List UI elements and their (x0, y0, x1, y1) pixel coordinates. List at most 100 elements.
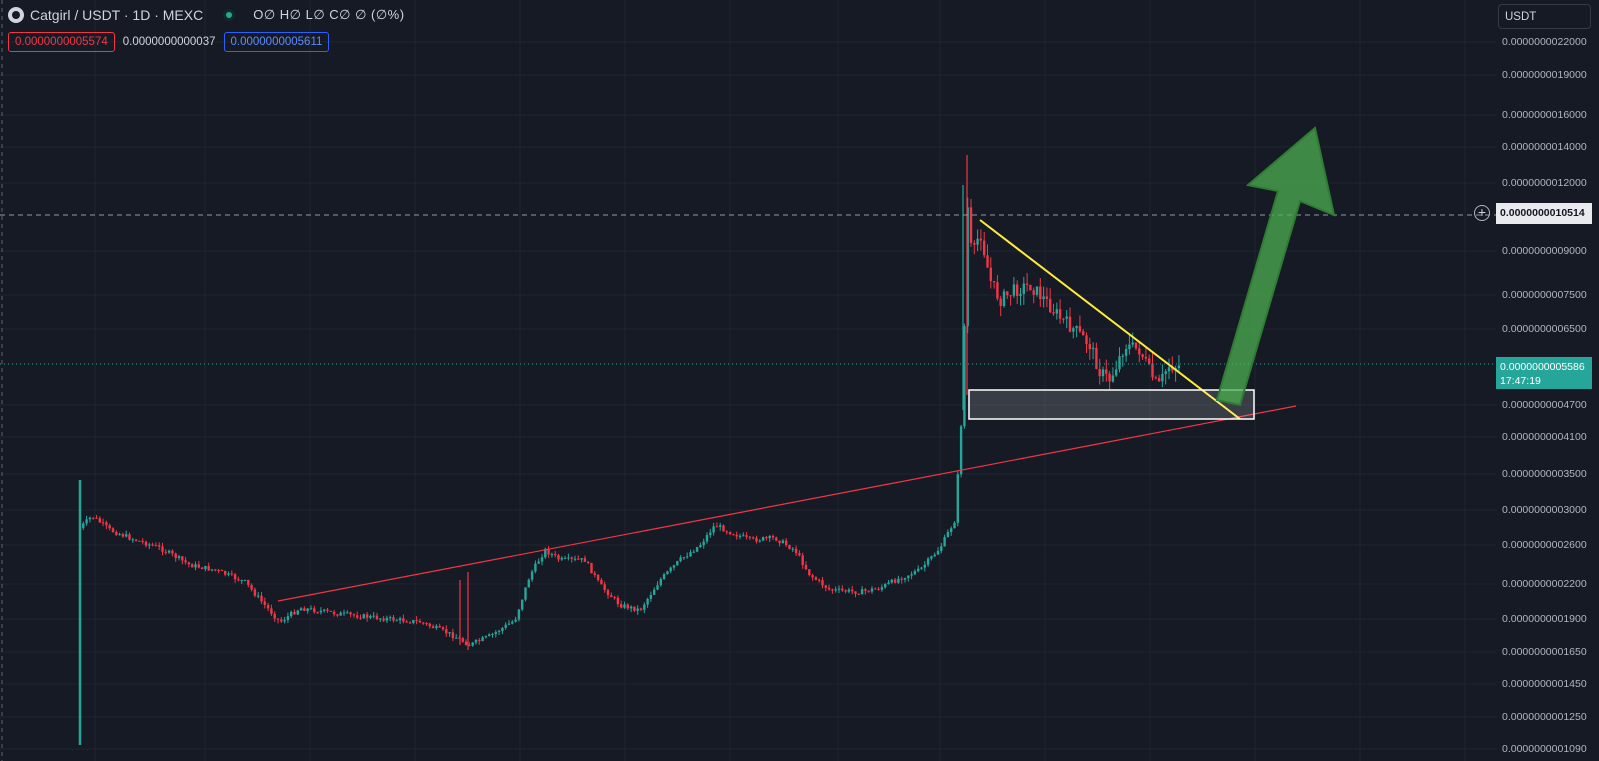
add-alert-icon[interactable]: + (1474, 205, 1490, 221)
candle-body (270, 608, 273, 614)
price-axis-tick: 0.0000000004100 (1502, 431, 1587, 443)
currency-selector[interactable]: USDT (1498, 4, 1591, 29)
candle-body (864, 589, 867, 591)
candle-body (996, 282, 999, 299)
candle-body (1082, 331, 1085, 336)
candle-body (511, 621, 514, 624)
candle-body (959, 426, 963, 475)
candle-body (1091, 347, 1095, 350)
price-axis-tick: 0.0000000001090 (1502, 743, 1587, 755)
candle-body (1012, 284, 1016, 296)
candle-body (134, 539, 138, 541)
candle-body (814, 577, 818, 580)
candle-body (227, 573, 230, 575)
candle-body (765, 537, 768, 539)
candle-body (735, 534, 738, 537)
candle-body (283, 620, 286, 622)
candle-body (656, 585, 659, 590)
candle-body (728, 531, 732, 535)
candle-body (903, 578, 907, 580)
candle-body (101, 522, 105, 524)
candle-body (837, 588, 841, 590)
candle-body (745, 535, 748, 537)
price-axis-tick: 0.0000000014000 (1502, 141, 1587, 153)
candle-body (577, 558, 580, 560)
candle-body (775, 537, 778, 541)
candle-body (158, 545, 161, 547)
candle-body (92, 517, 95, 519)
candle-body (992, 281, 996, 283)
candle-body (583, 558, 587, 562)
candle-body (1131, 342, 1134, 345)
candle-body (293, 611, 296, 615)
candle-body (742, 535, 745, 537)
candle-body (1068, 316, 1072, 332)
candle-body (1177, 365, 1181, 369)
candle-body (920, 567, 923, 569)
candle-body (748, 536, 752, 538)
candle-body (1055, 309, 1058, 314)
candle-body (1032, 290, 1035, 295)
candle-body (639, 608, 643, 610)
candle-body (398, 618, 402, 621)
sell-price-button[interactable]: 0.0000000005574 (8, 32, 115, 52)
last-price-value: 0.0000000005586 (1500, 361, 1585, 373)
candle-body (316, 612, 319, 614)
candle-body (550, 554, 554, 556)
candle-body (464, 641, 468, 646)
candle-body (425, 623, 428, 625)
candle-body (290, 611, 293, 617)
chart-header: Catgirl / USDT · 1D · MEXC O∅ H∅ L∅ C∅ ∅… (8, 7, 405, 23)
symbol-title[interactable]: Catgirl / USDT · 1D · MEXC (30, 7, 204, 23)
buy-price-button[interactable]: 0.0000000005611 (223, 32, 330, 52)
candle-body (560, 557, 563, 560)
bar-countdown: 17:47:19 (1500, 375, 1541, 387)
candle-body (448, 632, 451, 634)
candle-body (897, 578, 900, 583)
candle-body (636, 608, 639, 611)
candle-body (695, 547, 699, 552)
candle-body (488, 634, 491, 637)
candle-body (699, 545, 702, 548)
candle-body (408, 622, 412, 624)
candle-body (435, 626, 438, 629)
candle-body (108, 525, 111, 529)
candle-body (181, 556, 184, 561)
candle-body (494, 632, 497, 634)
candle-body (1025, 283, 1029, 285)
candle-body (785, 540, 788, 546)
candle-body (847, 589, 851, 592)
candle-body (253, 589, 257, 596)
candle-body (940, 546, 943, 551)
candle-body (534, 563, 537, 572)
projection-arrow (1215, 126, 1336, 407)
candle-body (161, 546, 164, 552)
candle-body (794, 548, 798, 554)
candle-body (210, 569, 214, 571)
candle-body (346, 612, 349, 614)
candle-body (339, 612, 342, 616)
candle-body (950, 528, 953, 533)
candle-body (1164, 371, 1167, 374)
candle-body (1058, 309, 1062, 319)
candle-body (507, 623, 511, 625)
candle-body (237, 579, 240, 581)
candle-body (1095, 347, 1098, 370)
candle-body (230, 573, 233, 575)
chart-grid (0, 0, 1496, 761)
candle-body (455, 637, 458, 639)
candle-body (893, 579, 897, 583)
price-axis-tick: 0.0000000001450 (1502, 678, 1587, 690)
candle-body (220, 570, 224, 572)
candle-body (907, 575, 910, 579)
candle-body (686, 556, 689, 558)
candle-body (567, 557, 570, 559)
candle-body (752, 537, 755, 539)
candle-body (422, 622, 425, 624)
candle-body (352, 614, 356, 616)
candle-body (306, 608, 309, 611)
candle-body (662, 574, 666, 580)
candle-body (768, 535, 771, 539)
candle-body (544, 548, 547, 558)
